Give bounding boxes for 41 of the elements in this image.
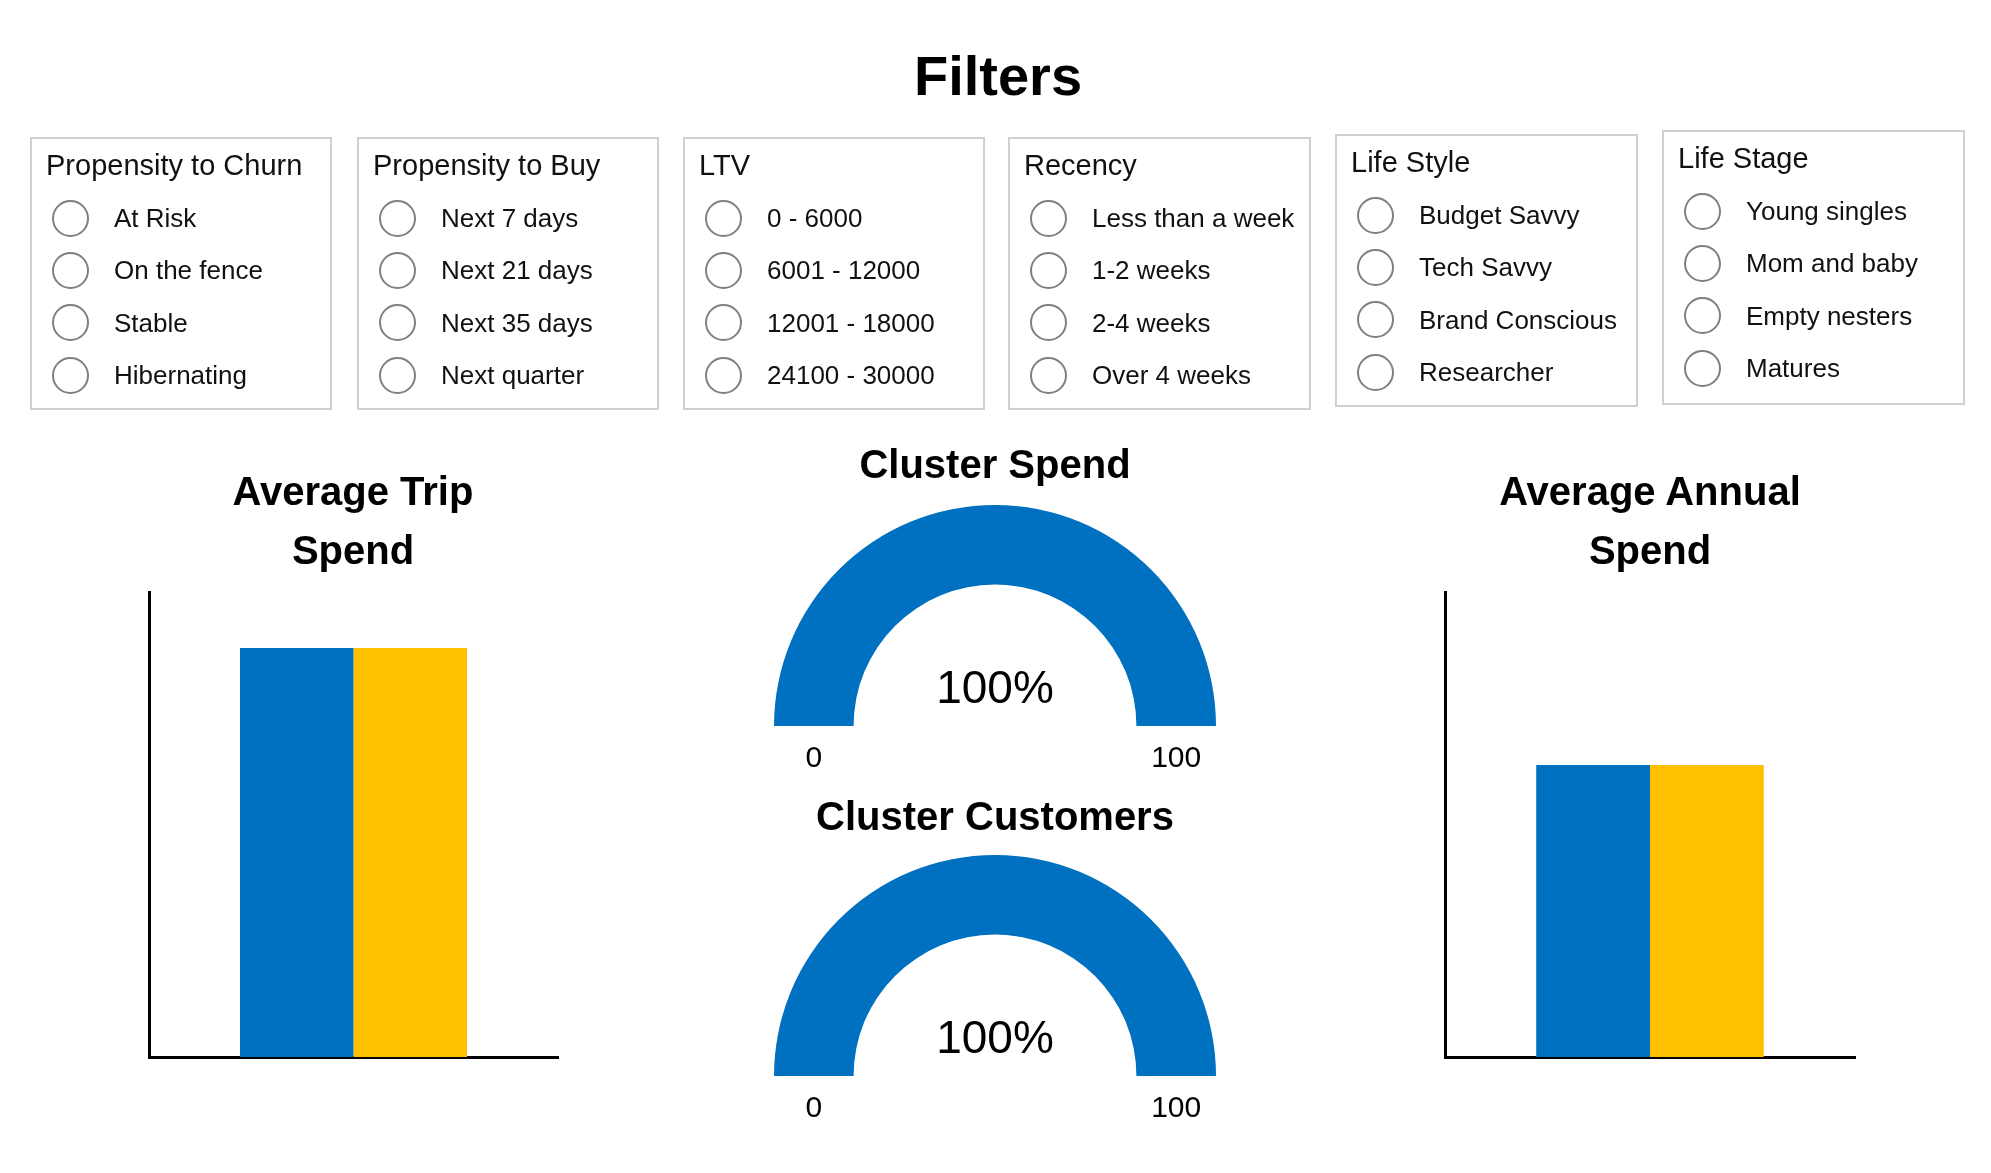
text: 6001 - 12000 xyxy=(767,255,921,286)
text: Propensity to Churn xyxy=(46,148,303,181)
text: Life Style xyxy=(1351,145,1471,178)
text: 100 xyxy=(1151,740,1202,774)
text: Propensity to Buy xyxy=(373,148,601,181)
text: LTV xyxy=(699,148,751,181)
text: Next quarter xyxy=(441,360,585,391)
text: Stable xyxy=(114,307,188,338)
text: Tech Savvy xyxy=(1419,252,1552,283)
chart-title: Cluster Spend xyxy=(859,442,1131,486)
text: Young singles xyxy=(1746,196,1907,226)
text: Recency xyxy=(1024,148,1137,181)
text: 24100 - 30000 xyxy=(767,360,935,391)
text: 0 xyxy=(805,740,823,774)
text: Matures xyxy=(1746,353,1840,384)
text: 2-4 weeks xyxy=(1092,307,1211,338)
chart-title: Average Trip Spend xyxy=(232,469,474,572)
text: Next 21 days xyxy=(441,255,593,286)
text: Budget Savvy xyxy=(1419,200,1580,230)
data-label: 100% xyxy=(936,660,1054,713)
text: 0 xyxy=(805,1090,823,1124)
text: Empty nesters xyxy=(1746,300,1913,331)
text: Next 35 days xyxy=(441,307,593,338)
text: Life Stage xyxy=(1678,141,1809,174)
chart-title: Cluster Customers xyxy=(816,794,1174,838)
text: Researcher xyxy=(1419,357,1554,388)
text: Brand Conscious xyxy=(1419,304,1617,335)
text: At Risk xyxy=(114,203,197,233)
data-label: 100% xyxy=(936,1010,1054,1063)
text: 1-2 weeks xyxy=(1092,255,1211,286)
text: Hibernating xyxy=(114,360,247,391)
text: 100 xyxy=(1151,1090,1202,1124)
text: Mom and baby xyxy=(1746,248,1918,279)
text: Over 4 weeks xyxy=(1092,360,1251,391)
text: 12001 - 18000 xyxy=(767,307,935,338)
text: Less than a week xyxy=(1092,203,1295,233)
text: Filters xyxy=(913,44,1083,107)
text: 0 - 6000 xyxy=(767,203,863,233)
text: Next 7 days xyxy=(441,203,579,233)
chart-title: Average Annual Spend xyxy=(1499,469,1801,572)
text: On the fence xyxy=(114,255,263,286)
